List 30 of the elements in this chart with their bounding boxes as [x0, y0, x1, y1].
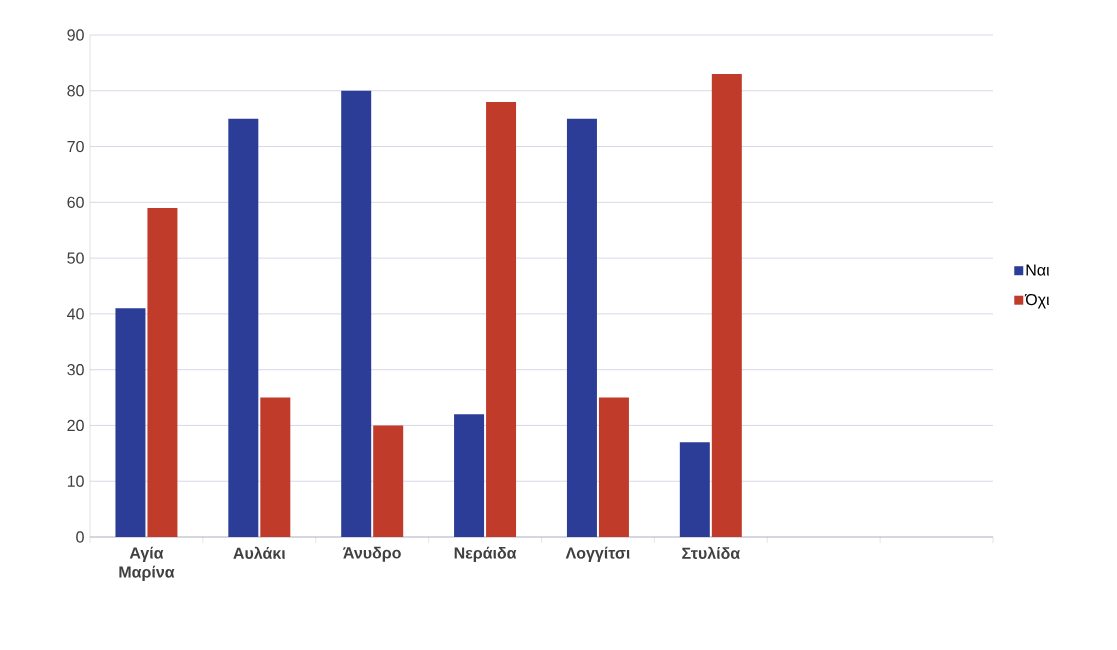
- legend-label: Όχι: [1024, 293, 1050, 309]
- bar: [566, 118, 597, 537]
- bar: [373, 425, 404, 537]
- y-tick-label: 50: [67, 252, 84, 264]
- bar: [711, 74, 742, 537]
- bar: [228, 118, 259, 537]
- x-tick-label: Νεράιδα: [454, 546, 517, 562]
- bar: [147, 207, 178, 537]
- y-tick-label: 20: [67, 419, 84, 432]
- legend-label: Ναι: [1026, 264, 1050, 276]
- x-tick-label: Αυλάκι: [233, 546, 286, 559]
- y-tick-label: 80: [67, 85, 84, 97]
- bar: [115, 308, 146, 537]
- y-tick-label: 30: [67, 364, 84, 376]
- y-tick-label: 0: [76, 531, 84, 543]
- bar: [598, 397, 629, 537]
- x-tick-label: Αγία Μαρίνα: [119, 546, 175, 581]
- bar: [260, 397, 291, 537]
- y-tick-label: 70: [67, 140, 84, 153]
- y-tick-label: 10: [67, 475, 84, 487]
- bar: [486, 101, 517, 537]
- x-tick-label: Λογγίτσι: [565, 546, 630, 562]
- bar: [454, 414, 485, 537]
- x-tick-label: Στυλίδα: [682, 546, 740, 559]
- bar: [341, 90, 372, 537]
- y-tick-label: 60: [67, 196, 84, 208]
- x-tick-label: Άνυδρο: [343, 546, 401, 562]
- y-tick-label: 90: [67, 29, 84, 41]
- y-tick-label: 40: [67, 308, 84, 320]
- bar: [679, 442, 710, 537]
